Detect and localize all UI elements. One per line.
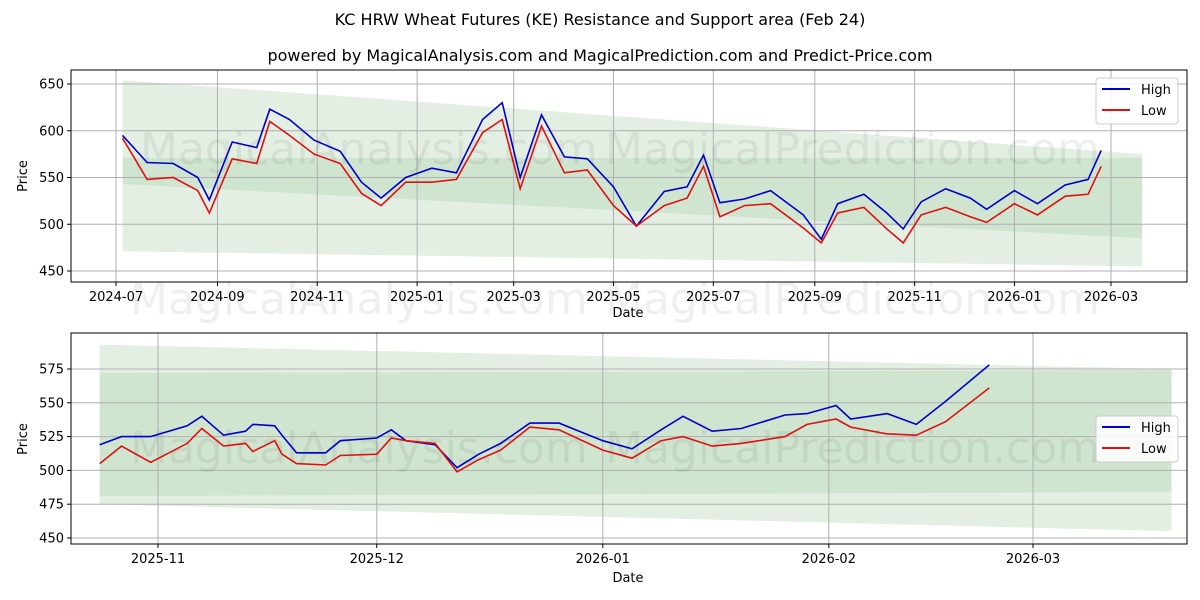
inner-band [99, 370, 1172, 497]
watermark-analysis: MagicalAnalysis.com [140, 124, 598, 175]
x-tick-label: 2026-03 [1084, 290, 1138, 305]
x-tick-label: 2025-12 [350, 552, 404, 567]
x-tick-label: 2026-01 [576, 552, 630, 567]
bottom-high-line [99, 364, 990, 469]
y-tick-label: 475 [39, 498, 64, 513]
bottom-y-axis-label: Price [16, 423, 31, 455]
bottom-panel: MagicalAnalysis.com MagicalPrediction.co… [16, 332, 1188, 586]
x-tick-label: 2024-11 [290, 290, 344, 305]
x-tick-label: 2025-09 [788, 290, 842, 305]
x-tick-label: 2024-07 [89, 290, 143, 305]
watermark-prediction-3: MagicalPrediction.com [605, 423, 1100, 474]
top-grid [71, 70, 1187, 282]
x-tick-label: 2026-02 [802, 552, 856, 567]
top-low-line [121, 118, 1102, 245]
chart-subtitle: powered by MagicalAnalysis.com and Magic… [267, 46, 933, 65]
legend-high-label-2: High [1141, 421, 1171, 436]
bottom-x-axis-label: Date [612, 571, 643, 586]
y-tick-label: 500 [39, 464, 64, 479]
top-ticks: 450 500 550 600 650 2024-07 2024-09 2024-11 2025… [39, 78, 1138, 306]
bottom-bands [99, 344, 1172, 532]
y-tick-label: 525 [39, 430, 64, 445]
y-tick-label: 450 [39, 265, 64, 280]
legend-low-label-2: Low [1141, 442, 1167, 457]
x-tick-label: 2025-07 [686, 290, 740, 305]
top-legend: High Low [1095, 77, 1179, 125]
x-tick-label: 2025-03 [487, 290, 541, 305]
bottom-ticks: 450 475 500 525 550 575 2025-11 2025-12 2026-01 2… [39, 363, 1060, 568]
x-tick-label: 2025-11 [131, 552, 185, 567]
legend-high-label: High [1141, 83, 1171, 98]
y-tick-label: 550 [39, 171, 64, 186]
x-tick-label: 2025-05 [586, 290, 640, 305]
x-tick-label: 2026-01 [987, 290, 1041, 305]
top-panel: MagicalAnalysis.com MagicalPrediction.co… [16, 69, 1188, 325]
x-tick-label: 2025-11 [887, 290, 941, 305]
top-axes-frame [70, 69, 1188, 283]
top-high-line [121, 101, 1102, 241]
bottom-low-line [99, 387, 990, 473]
y-tick-label: 650 [39, 78, 64, 93]
bottom-axes-frame [70, 332, 1188, 545]
watermark-prediction: MagicalPrediction.com [605, 124, 1100, 175]
bottom-grid [71, 333, 1187, 544]
x-tick-label: 2026-03 [1006, 552, 1060, 567]
y-tick-label: 575 [39, 363, 64, 378]
legend-low-label: Low [1141, 104, 1167, 119]
y-tick-label: 550 [39, 396, 64, 411]
top-y-axis-label: Price [16, 160, 31, 192]
x-tick-label: 2024-09 [190, 290, 244, 305]
top-x-axis-label: Date [612, 306, 643, 321]
y-tick-label: 450 [39, 532, 64, 547]
y-tick-label: 600 [39, 124, 64, 139]
y-tick-label: 500 [39, 218, 64, 233]
chart-title: KC HRW Wheat Futures (KE) Resistance and… [334, 10, 866, 29]
bottom-legend: High Low [1095, 415, 1179, 463]
x-tick-label: 2025-01 [390, 290, 444, 305]
